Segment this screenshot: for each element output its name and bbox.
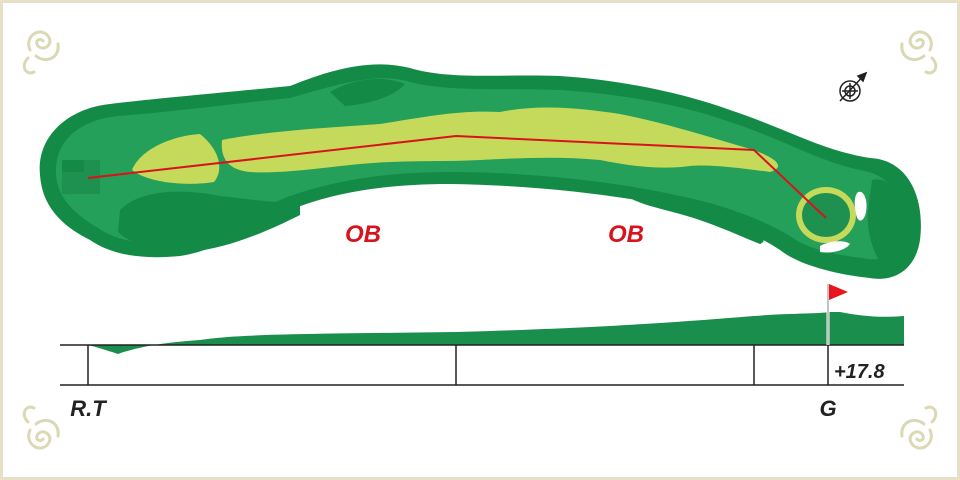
bunker — [854, 191, 867, 221]
tee-label: R.T — [70, 396, 107, 421]
scroll-ornament-icon — [900, 405, 938, 450]
tee-box-top — [62, 160, 84, 172]
fairway — [221, 107, 779, 173]
scroll-ornament-icon — [900, 30, 938, 75]
green-label: G — [819, 396, 836, 421]
rough — [55, 78, 902, 260]
shot-line — [87, 134, 827, 219]
tree-cluster — [620, 190, 764, 244]
scroll-ornament-icon — [22, 30, 60, 75]
tree-cluster — [867, 179, 903, 262]
tree-cluster — [118, 191, 300, 253]
compass-icon — [839, 71, 868, 102]
elevation-profile — [88, 312, 904, 354]
ob-label-1: OB — [345, 221, 381, 248]
scroll-ornament-icon — [22, 405, 60, 450]
putting-green — [802, 193, 850, 237]
ob-label-2: OB — [608, 221, 644, 248]
tree-cluster — [330, 78, 405, 106]
flag-icon — [826, 284, 848, 345]
green-elevation: +17.8 — [834, 361, 885, 383]
elevation-axis — [60, 344, 904, 386]
bunker — [820, 241, 850, 253]
